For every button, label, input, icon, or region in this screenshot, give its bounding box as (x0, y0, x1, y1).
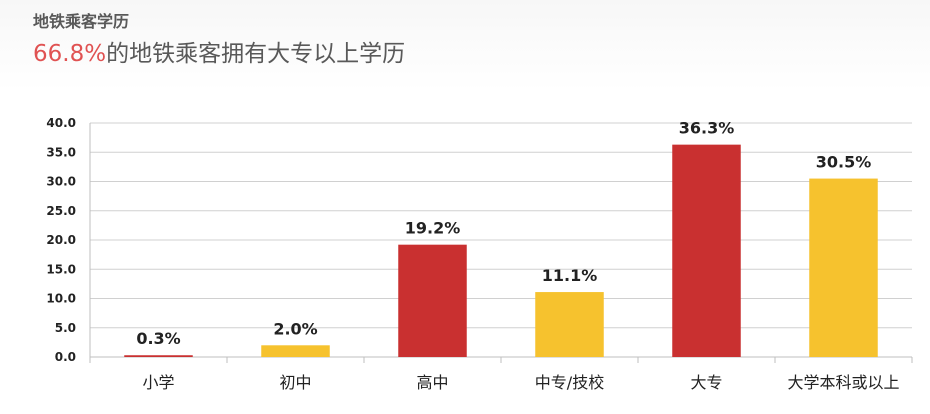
x-tick-label: 初中 (279, 373, 311, 392)
bar (124, 355, 193, 357)
x-tick-label: 中专/技校 (535, 373, 604, 392)
subtitle-text: 的地铁乘客拥有大专以上学历 (106, 41, 406, 67)
y-tick-label: 0.0 (55, 350, 76, 364)
chart-title: 地铁乘客学历 (33, 12, 130, 31)
bar (672, 144, 741, 357)
y-tick-label: 25.0 (46, 204, 76, 218)
y-tick-label: 40.0 (46, 116, 76, 130)
bar (398, 244, 467, 357)
x-tick-label: 小学 (142, 373, 174, 392)
data-label: 19.2% (405, 219, 461, 238)
data-label: 30.5% (816, 153, 872, 172)
bar (535, 292, 604, 357)
x-tick-label: 大专 (690, 373, 722, 392)
y-tick-label: 10.0 (46, 292, 76, 306)
data-label: 11.1% (542, 266, 598, 285)
bar (809, 178, 878, 357)
y-tick-label: 30.0 (46, 175, 76, 189)
bar (261, 345, 330, 357)
y-tick-label: 15.0 (46, 262, 76, 276)
chart-subtitle: 66.8%的地铁乘客拥有大专以上学历 (33, 34, 405, 68)
y-tick-label: 35.0 (46, 145, 76, 159)
data-label: 36.3% (679, 119, 735, 138)
y-tick-label: 5.0 (55, 321, 76, 335)
y-tick-label: 20.0 (46, 233, 76, 247)
data-label: 0.3% (136, 329, 180, 348)
data-label: 2.0% (273, 319, 317, 338)
x-tick-label: 高中 (416, 373, 448, 392)
subtitle-highlight: 66.8% (33, 41, 107, 67)
x-tick-label: 大学本科或以上 (787, 373, 899, 392)
